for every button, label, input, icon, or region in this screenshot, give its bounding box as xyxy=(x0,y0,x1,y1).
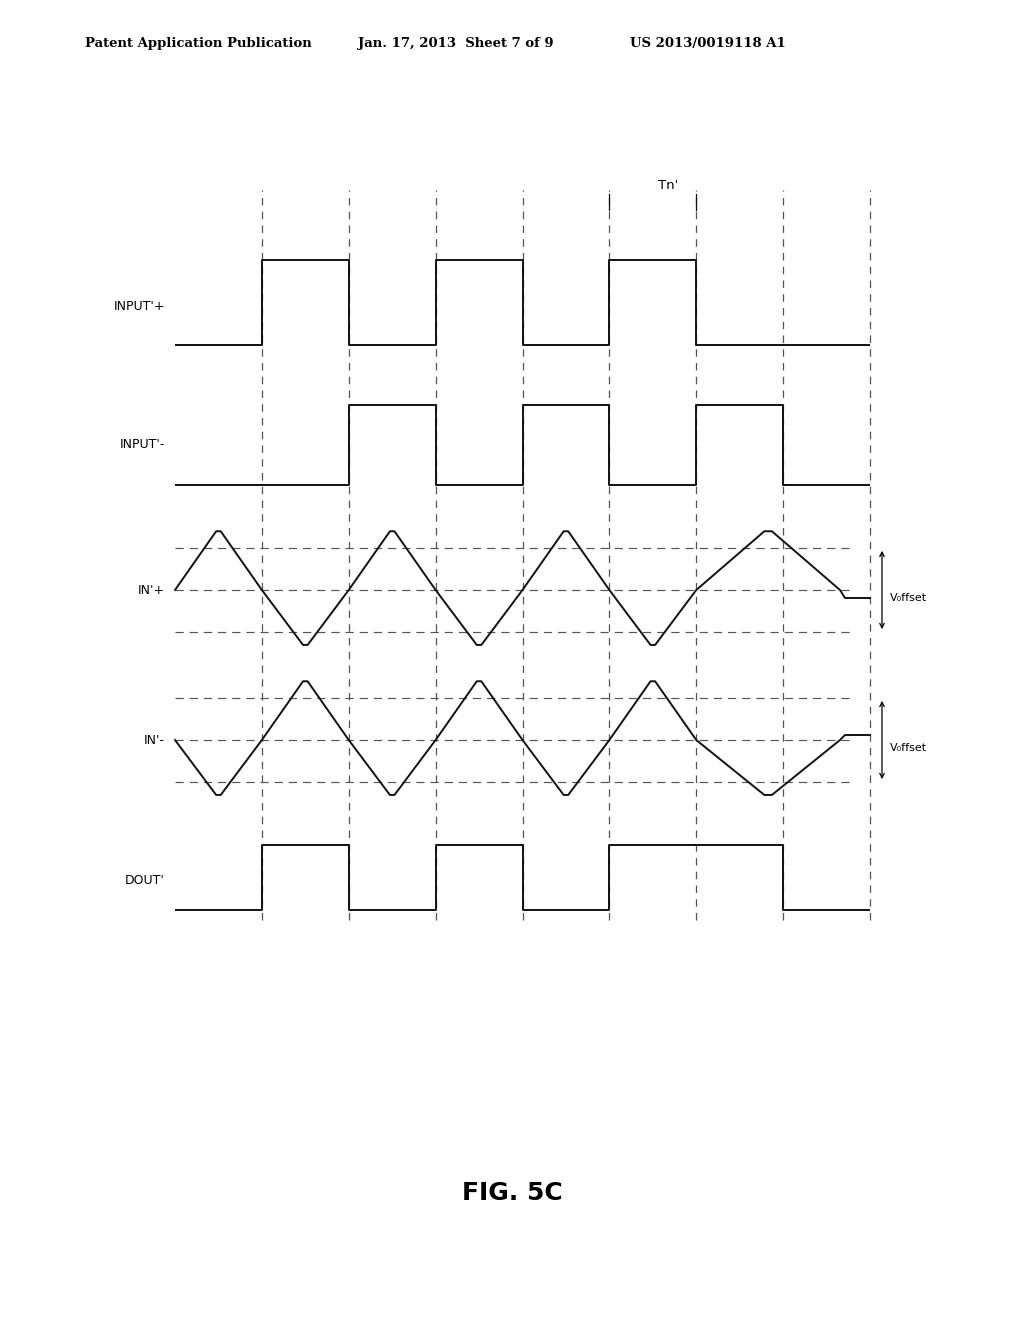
Text: IN'-: IN'- xyxy=(144,734,165,747)
Text: US 2013/0019118 A1: US 2013/0019118 A1 xyxy=(630,37,785,50)
Text: INPUT'-: INPUT'- xyxy=(120,438,165,451)
Text: INPUT'+: INPUT'+ xyxy=(114,301,165,314)
Text: IN'+: IN'+ xyxy=(138,583,165,597)
Text: DOUT': DOUT' xyxy=(125,874,165,887)
Text: Jan. 17, 2013  Sheet 7 of 9: Jan. 17, 2013 Sheet 7 of 9 xyxy=(358,37,554,50)
Text: V₀ffset: V₀ffset xyxy=(890,593,927,603)
Text: V₀ffset: V₀ffset xyxy=(890,743,927,752)
Text: Tn': Tn' xyxy=(657,180,678,191)
Text: Patent Application Publication: Patent Application Publication xyxy=(85,37,311,50)
Text: FIG. 5C: FIG. 5C xyxy=(462,1181,562,1205)
